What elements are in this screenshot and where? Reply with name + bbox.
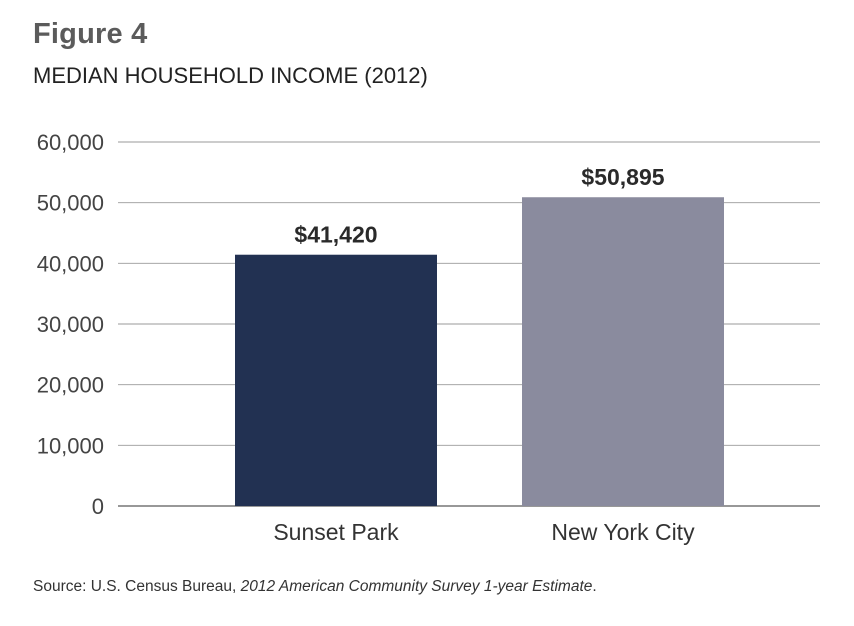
source-suffix: .	[592, 578, 597, 595]
figure-label: Figure 4	[33, 18, 148, 50]
y-tick-label: 20,000	[37, 373, 104, 398]
data-label: $41,420	[294, 222, 377, 248]
x-axis-category-labels: Sunset Park New York City	[273, 519, 695, 545]
y-tick-label: 0	[92, 494, 104, 519]
y-tick-label: 30,000	[37, 312, 104, 337]
data-labels: $41,420 $50,895	[294, 164, 664, 247]
bar	[235, 254, 437, 506]
source-prefix: Source: U.S. Census Bureau,	[33, 578, 241, 595]
bars	[235, 197, 724, 506]
y-tick-label: 60,000	[37, 130, 104, 155]
bar-chart: 0 10,000 20,000 30,000 40,000 50,000 60,000 $4…	[37, 130, 820, 545]
x-tick-label: New York City	[551, 519, 695, 545]
y-tick-label: 40,000	[37, 251, 104, 276]
source-title: 2012 American Community Survey 1-year Es…	[240, 578, 593, 595]
source-note: Source: U.S. Census Bureau, 2012 America…	[33, 576, 597, 598]
chart-title: MEDIAN HOUSEHOLD INCOME (2012)	[33, 63, 428, 88]
bar	[522, 197, 724, 506]
y-tick-label: 10,000	[37, 433, 104, 458]
data-label: $50,895	[581, 164, 664, 190]
y-tick-label: 50,000	[37, 191, 104, 216]
y-axis-tick-labels: 0 10,000 20,000 30,000 40,000 50,000 60,000	[37, 130, 104, 519]
x-tick-label: Sunset Park	[273, 519, 399, 545]
